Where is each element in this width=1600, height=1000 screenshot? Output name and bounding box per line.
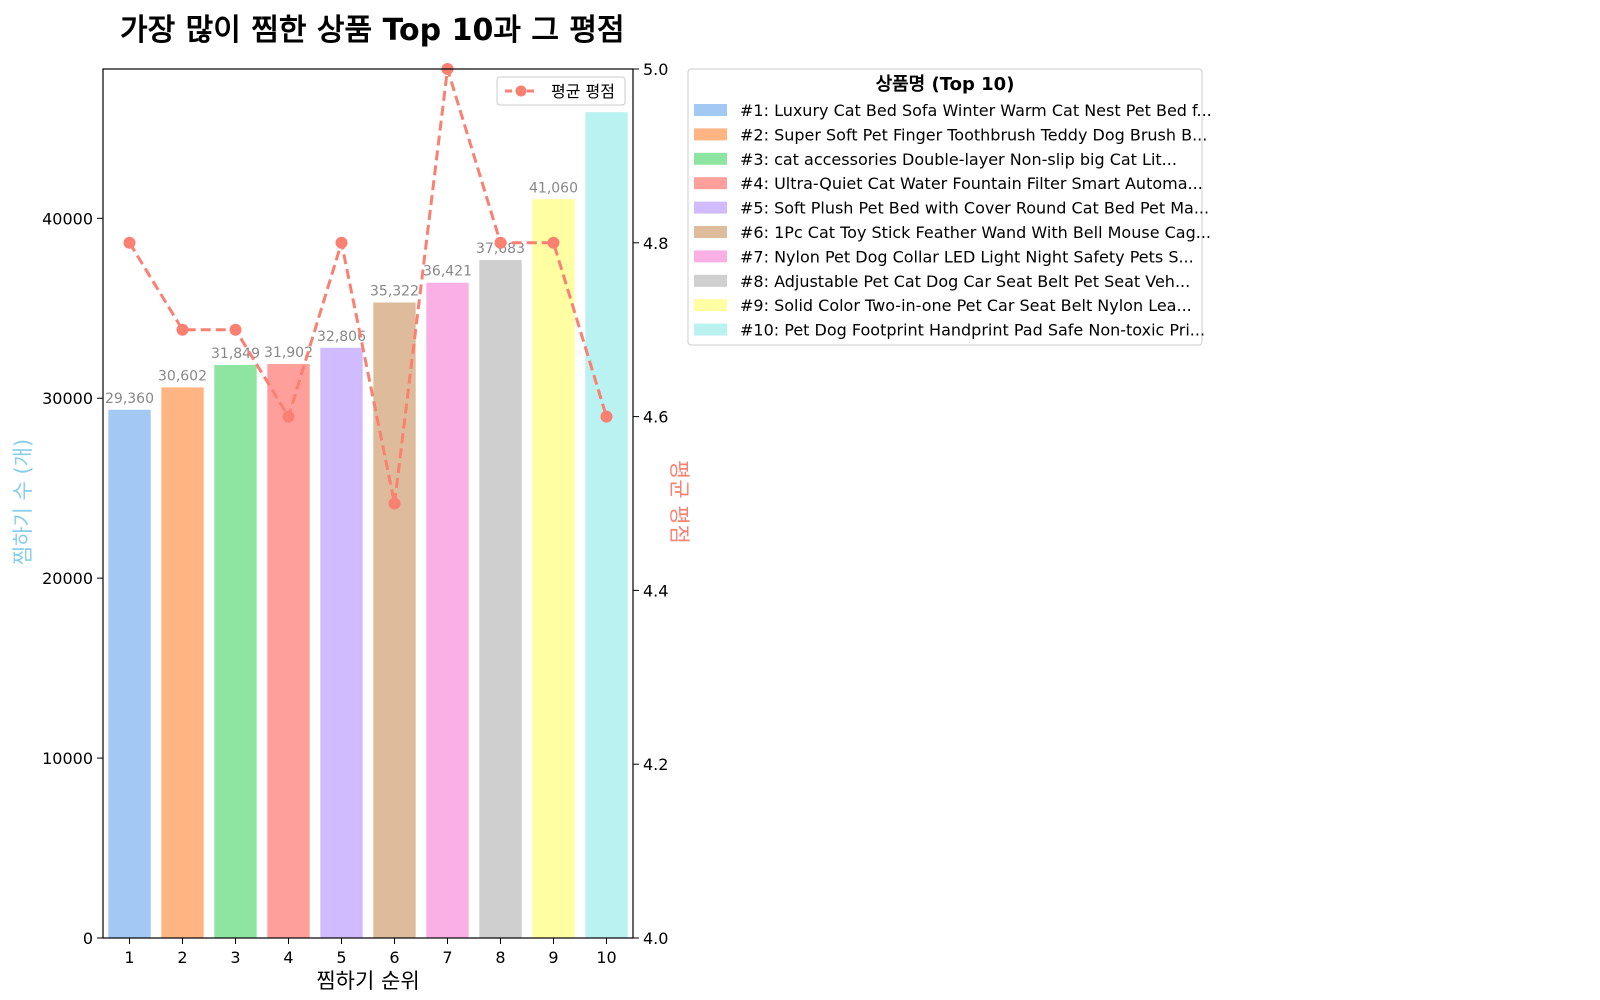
rating-point-10 (600, 410, 613, 423)
line-legend: 평균 평점 (496, 76, 626, 106)
rating-point-6 (388, 497, 401, 510)
bar-label-8: 37,683 (476, 241, 525, 257)
legend-entry-9: #9: Solid Color Two-in-one Pet Car Seat … (740, 296, 1192, 315)
y-tick-label-left: 10000 (42, 749, 93, 768)
chart-title: 가장 많이 찜한 상품 Top 10과 그 평점 (120, 13, 625, 48)
y-tick-label-right: 4.4 (643, 581, 668, 600)
bar-6 (373, 302, 416, 938)
y-axis-label-left: 찜하기 수 (개) (11, 439, 35, 565)
x-tick-label: 3 (230, 948, 240, 967)
bar-9 (532, 199, 575, 939)
x-tick-label: 2 (177, 948, 187, 967)
rating-line-series (123, 63, 613, 510)
bar-8 (479, 260, 522, 938)
legend-swatch-4 (694, 177, 727, 190)
product-legend-frame (687, 68, 1203, 346)
bar-label-5: 32,806 (317, 329, 366, 345)
legend-swatch-7 (694, 250, 727, 263)
x-tick-label: 9 (548, 948, 558, 967)
bar-label-6: 35,322 (370, 283, 419, 299)
y-axis-label-right: 평균 평점 (667, 460, 691, 544)
y-tick-label-left: 40000 (42, 209, 93, 228)
bar-1 (108, 409, 151, 938)
rating-point-1 (123, 236, 136, 249)
y-tick-label-right: 4.6 (643, 408, 668, 427)
product-legend-title: 상품명 (Top 10) (876, 74, 1015, 95)
axes: 0 10000 20000 30000 40000 4.0 4.2 4.4 4.6 4.8 5.0 1… (42, 60, 668, 967)
legend-swatch-10 (694, 323, 727, 336)
rating-point-5 (335, 236, 348, 249)
bar-2 (161, 387, 204, 938)
bar-label-3: 31,849 (211, 346, 260, 362)
rating-point-3 (229, 323, 242, 336)
y-tick-label-left: 0 (83, 929, 93, 948)
rating-point-8 (494, 236, 507, 249)
legend-entry-7: #7: Nylon Pet Dog Collar LED Light Night… (740, 247, 1194, 266)
product-legend: 상품명 (Top 10) #1: Luxury Cat Bed Sofa Win… (687, 68, 1212, 346)
legend-entry-6: #6: 1Pc Cat Toy Stick Feather Wand With … (740, 223, 1211, 242)
legend-entry-4: #4: Ultra-Quiet Cat Water Fountain Filte… (740, 174, 1203, 193)
x-tick-label: 10 (596, 948, 616, 967)
y-tick-label-right: 5.0 (643, 60, 668, 79)
y-tick-label-right: 4.0 (643, 929, 668, 948)
rating-point-2 (176, 323, 189, 336)
legend-swatch-1 (694, 104, 727, 116)
y-tick-label-left: 30000 (42, 389, 93, 408)
bar-label-9: 41,060 (529, 180, 578, 196)
bar-10 (585, 112, 628, 939)
rating-point-9 (547, 236, 560, 249)
x-tick-label: 5 (336, 948, 346, 967)
legend-swatch-5 (694, 201, 727, 214)
rating-point-4 (282, 410, 295, 423)
legend-entry-2: #2: Super Soft Pet Finger Toothbrush Ted… (740, 125, 1207, 144)
legend-entry-5: #5: Soft Plush Pet Bed with Cover Round … (740, 199, 1209, 218)
x-tick-label: 7 (442, 948, 452, 967)
x-axis-label: 찜하기 순위 (316, 969, 419, 993)
x-tick-label: 6 (389, 948, 399, 967)
bar-7 (426, 282, 469, 938)
legend-entry-8: #8: Adjustable Pet Cat Dog Car Seat Belt… (740, 272, 1190, 291)
x-tick-label: 1 (124, 948, 134, 967)
legend-swatch-9 (694, 299, 727, 312)
bar-series (108, 112, 628, 939)
legend-swatch-8 (694, 274, 727, 287)
bar-label-2: 30,602 (158, 368, 207, 384)
legend-entry-10: #10: Pet Dog Footprint Handprint Pad Saf… (740, 321, 1205, 340)
x-tick-label: 4 (283, 948, 293, 967)
line-legend-marker (515, 85, 527, 97)
legend-entry-3: #3: cat accessories Double-layer Non-sli… (740, 150, 1177, 169)
line-legend-frame (496, 76, 626, 106)
legend-entry-1: #1: Luxury Cat Bed Sofa Winter Warm Cat … (740, 101, 1212, 120)
legend-swatch-3 (694, 152, 727, 165)
y-tick-label-right: 4.8 (643, 234, 668, 253)
bar-5 (320, 347, 363, 938)
legend-swatch-2 (694, 128, 727, 141)
bar-label-1: 29,360 (105, 391, 154, 407)
y-tick-label-left: 20000 (42, 569, 93, 588)
bar-3 (214, 364, 257, 938)
y-tick-label-right: 4.2 (643, 755, 668, 774)
x-tick-label: 8 (495, 948, 505, 967)
bar-label-4: 31,902 (264, 345, 313, 361)
rating-line (128, 67, 608, 505)
line-legend-label: 평균 평점 (551, 82, 615, 101)
legend-swatch-6 (694, 226, 727, 238)
plot-frame (102, 68, 634, 939)
bar-label-7: 36,421 (423, 264, 472, 280)
bar-4 (267, 364, 310, 938)
